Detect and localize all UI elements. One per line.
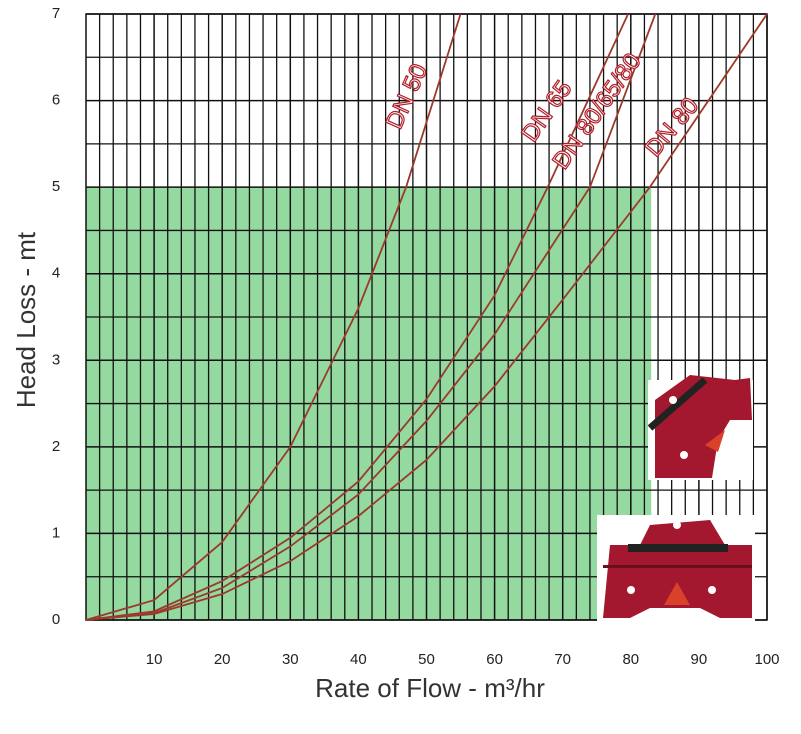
y-tick-label: 4 — [52, 265, 60, 282]
curve-label: DN 50 — [381, 60, 433, 133]
x-tick-label: 80 — [622, 651, 639, 668]
x-tick-label: 70 — [554, 651, 571, 668]
x-tick-label: 20 — [214, 651, 231, 668]
curve — [85, 13, 462, 621]
curve — [85, 13, 657, 621]
x-tick-label: 50 — [418, 651, 435, 668]
x-tick-label: 60 — [486, 651, 503, 668]
x-tick-label: 90 — [691, 651, 708, 668]
x-tick-label: 30 — [282, 651, 299, 668]
y-tick-label: 3 — [52, 351, 60, 368]
plot-frame — [85, 13, 768, 621]
curve — [85, 13, 768, 621]
valve-icon — [597, 375, 755, 625]
y-tick-label: 0 — [52, 611, 60, 628]
x-tick-label: 40 — [350, 651, 367, 668]
x-axis-title: Rate of Flow - m³/hr — [315, 673, 545, 703]
x-tick-label: 10 — [146, 651, 163, 668]
y-tick-label: 1 — [52, 524, 60, 541]
y-tick-label: 7 — [52, 5, 60, 22]
curve — [85, 13, 629, 621]
plot — [85, 13, 768, 625]
y-tick-label: 5 — [52, 178, 60, 195]
y-tick-label: 2 — [52, 438, 60, 455]
y-axis-title: Head Loss - mt — [11, 231, 41, 408]
y-tick-label: 6 — [52, 92, 60, 109]
x-tick-label: 100 — [754, 651, 779, 668]
